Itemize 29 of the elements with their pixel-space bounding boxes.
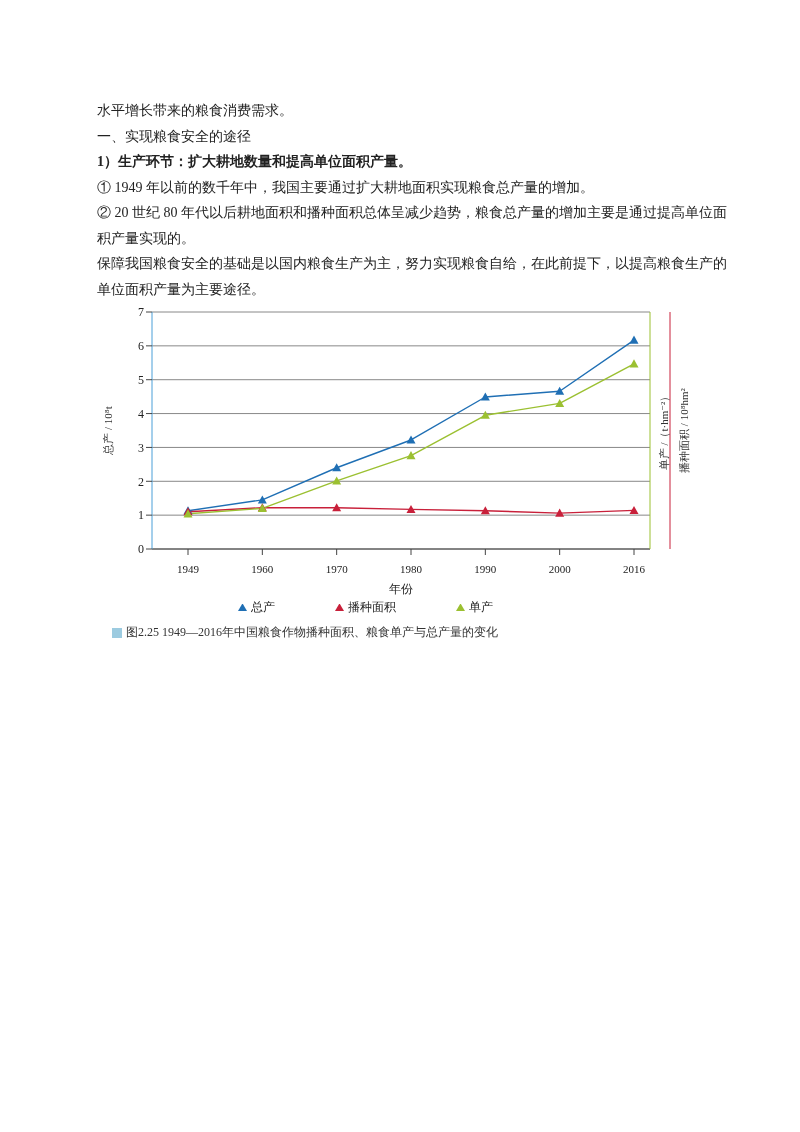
caption: 图2.25 1949—2016年中国粮食作物播种面积、粮食单产与总产量的变化 <box>126 624 498 641</box>
x-axis-title: 年份 <box>389 582 413 596</box>
x-tick-label: 1980 <box>400 562 423 575</box>
y-tick-label: 1 <box>138 508 144 523</box>
legend-label: 总产 <box>250 600 275 614</box>
y-tick-label: 2 <box>138 474 144 489</box>
y3-axis-title: 播种面积 / 10⁸hm² <box>677 387 690 473</box>
text: 水平增长带来的粮食消费需求。 <box>97 102 294 120</box>
x-tick-label: 1949 <box>177 562 200 575</box>
y-tick-label: 0 <box>138 542 144 557</box>
y-tick-label: 7 <box>138 305 144 320</box>
y-axis-title: 总产 / 10⁸t <box>101 406 114 456</box>
y-tick-label: 6 <box>138 339 144 354</box>
text: ① 1949 年以前的数千年中，我国主要通过扩大耕地面积实现粮食总产量的增加。 <box>97 178 595 197</box>
text: 1）生产环节：扩大耕地数量和提高单位面积产量。 <box>97 153 413 171</box>
y2-axis-title: 单产 /（t·hm⁻²） <box>657 390 670 471</box>
x-tick-label: 1970 <box>325 562 349 575</box>
text: 保障我国粮食安全的基础是以国内粮食生产为主，努力实现粮食自给，在此前提下，以提高粮食生产的单位面积产量为主要途径。 <box>97 255 728 299</box>
text: 一、实现粮食安全的途径 <box>97 127 252 146</box>
x-tick-label: 1990 <box>474 562 497 575</box>
x-tick-label: 2000 <box>548 562 572 575</box>
y-tick-label: 5 <box>138 372 144 387</box>
legend-label: 播种面积 <box>347 600 396 614</box>
x-tick-label: 2016 <box>623 562 646 575</box>
y-tick-label: 4 <box>138 406 144 421</box>
y-tick-label: 3 <box>138 440 144 455</box>
x-tick-label: 1960 <box>251 562 274 575</box>
legend-label: 单产 <box>468 600 493 614</box>
text: ② 20 世纪 80 年代以后耕地面积和播种面积总体呈减少趋势，粮食总产量的增加主要是通过提高单位面积产量实现的。 <box>97 204 728 248</box>
